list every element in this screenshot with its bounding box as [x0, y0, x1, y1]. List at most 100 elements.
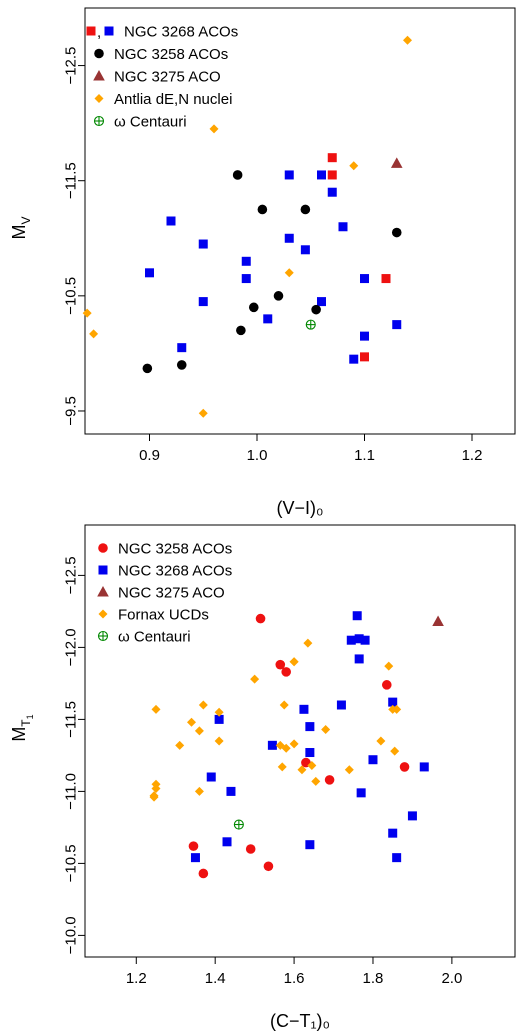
data-point [403, 35, 412, 45]
data-point [392, 320, 402, 330]
y-tick-label: −11.0 [63, 773, 80, 810]
bottom-panel-x-axis-title: (C−T₁)₀ [270, 1011, 330, 1031]
x-tick-label: 1.6 [284, 970, 305, 987]
data-point [245, 844, 256, 854]
data-point [214, 707, 224, 717]
data-point [327, 170, 337, 180]
data-point [250, 674, 260, 684]
y-tick-label: −11.5 [63, 701, 80, 738]
legend-label: NGC 3275 ACO [118, 585, 225, 602]
data-point [391, 227, 402, 238]
data-point [317, 170, 326, 180]
data-point [346, 635, 356, 645]
x-tick-label: 1.4 [205, 970, 226, 987]
y-tick-label: −10.5 [63, 277, 80, 315]
legend-label: ω Centauri [114, 114, 187, 131]
top-panel-frame [84, 7, 516, 435]
data-point [206, 772, 216, 782]
data-point [226, 786, 236, 796]
data-point [297, 765, 307, 775]
data-point [214, 714, 224, 724]
data-point [267, 740, 277, 750]
data-point [352, 611, 362, 621]
data-point [209, 124, 219, 134]
data-point [388, 697, 398, 707]
data-point [281, 667, 291, 677]
legend-marker [97, 630, 109, 642]
data-point [232, 170, 243, 180]
legend-label: ω Centauri [118, 629, 191, 646]
data-point [338, 222, 348, 232]
top-panel-x-axis-title: (V−I)₀ [277, 498, 324, 518]
data-point [284, 170, 294, 180]
data-point [222, 837, 232, 847]
legend-marker [98, 609, 108, 619]
x-tick-label: 1.2 [126, 970, 147, 987]
legend-label: Fornax UCDs [118, 607, 209, 624]
x-tick-label: 1.2 [462, 447, 483, 464]
data-point [279, 700, 289, 710]
data-point [303, 638, 313, 648]
data-point [307, 760, 317, 770]
data-point [190, 853, 200, 863]
data-point [349, 354, 359, 364]
data-point [376, 736, 386, 746]
data-point [354, 654, 364, 664]
data-point [176, 360, 187, 370]
legend-label: NGC 3275 ACO [114, 69, 221, 86]
top-panel-y-axis-title: MV [9, 216, 33, 239]
data-point [277, 762, 287, 772]
data-point [336, 700, 346, 710]
data-point [300, 204, 311, 215]
data-point [166, 216, 176, 226]
data-point [311, 776, 321, 786]
data-point [289, 739, 299, 749]
data-point [175, 740, 185, 750]
data-point [360, 274, 369, 284]
legend-marker [97, 586, 109, 597]
data-point [188, 841, 199, 851]
y-tick-label: −11.5 [63, 162, 80, 199]
data-point [407, 811, 417, 821]
data-point [255, 613, 266, 624]
data-point [390, 157, 403, 168]
legend-marker [93, 70, 105, 81]
data-point [194, 786, 204, 796]
legend-label: NGC 3258 ACOs [114, 46, 228, 63]
y-tick-label: −10.0 [63, 916, 80, 954]
data-point [284, 268, 294, 278]
data-point [281, 743, 291, 753]
data-point [289, 657, 299, 667]
legend-label: NGC 3268 ACOs [118, 563, 232, 580]
data-point [305, 722, 315, 732]
data-point [257, 204, 268, 215]
data-point [381, 274, 391, 284]
data-point [300, 245, 310, 255]
legend-label: Antlia dE,N nuclei [114, 91, 232, 108]
legend-label: NGC 3258 ACOs [118, 541, 232, 558]
legend-marker [86, 26, 96, 36]
data-point [214, 736, 224, 746]
x-tick-label: 0.9 [139, 447, 160, 464]
data-point [177, 343, 187, 353]
top-panel-vi-mv: 0.9 1.0 1.1 1.2 −12.5 −11.5 −10.5 −9.5 , NGC 32… [9, 7, 516, 518]
data-point [305, 319, 316, 330]
x-tick-label: 1.1 [354, 447, 375, 464]
data-point [198, 408, 208, 418]
legend-marker [94, 48, 104, 59]
data-point [360, 352, 369, 362]
data-point [82, 308, 92, 318]
data-point [344, 765, 354, 775]
data-point [368, 755, 378, 765]
bottom-panel-y-axis-title: MT1 [9, 714, 35, 741]
data-point [233, 819, 244, 830]
data-point [327, 153, 337, 163]
data-point [263, 861, 274, 872]
data-point [388, 828, 398, 838]
data-point [305, 748, 315, 758]
data-point [360, 635, 370, 645]
legend-marker [98, 543, 108, 553]
data-point [275, 659, 286, 670]
data-point [321, 724, 331, 734]
